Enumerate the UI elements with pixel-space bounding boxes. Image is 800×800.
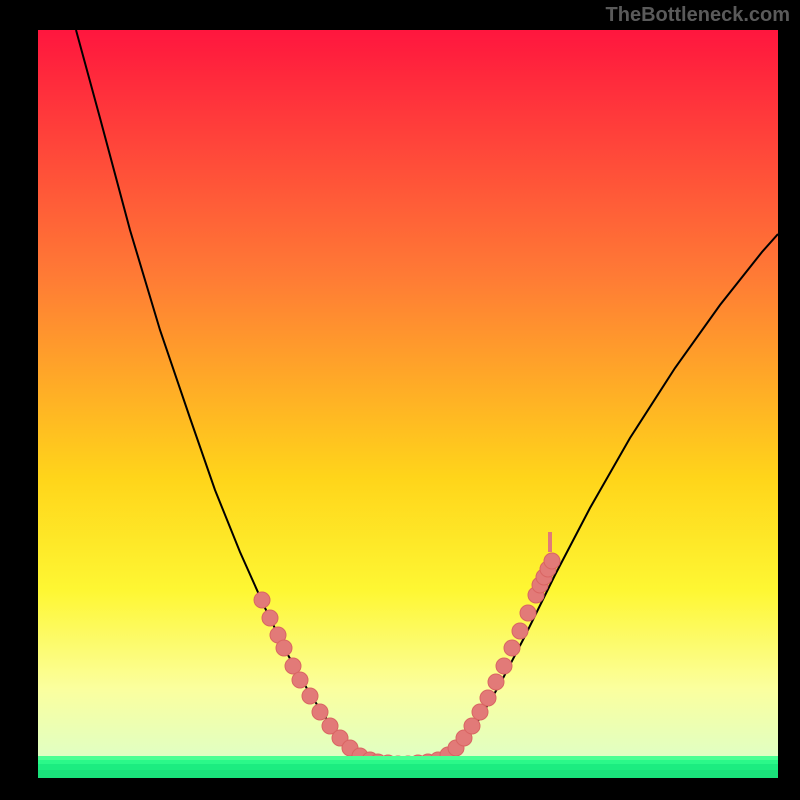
data-point — [496, 658, 512, 674]
data-point — [480, 690, 496, 706]
data-point — [472, 704, 488, 720]
data-point — [504, 640, 520, 656]
bottleneck-curve — [76, 30, 375, 760]
data-point — [292, 672, 308, 688]
data-point — [520, 605, 536, 621]
plot-area — [38, 30, 778, 778]
data-point — [254, 592, 270, 608]
green-band — [38, 770, 778, 778]
data-point — [464, 718, 480, 734]
watermark-text: TheBottleneck.com — [606, 4, 790, 27]
data-point — [276, 640, 292, 656]
data-point — [285, 658, 301, 674]
data-point — [488, 674, 504, 690]
data-point — [302, 688, 318, 704]
data-point — [312, 704, 328, 720]
data-point — [262, 610, 278, 626]
data-point — [512, 623, 528, 639]
chart-svg — [38, 30, 778, 778]
data-point — [544, 553, 560, 569]
